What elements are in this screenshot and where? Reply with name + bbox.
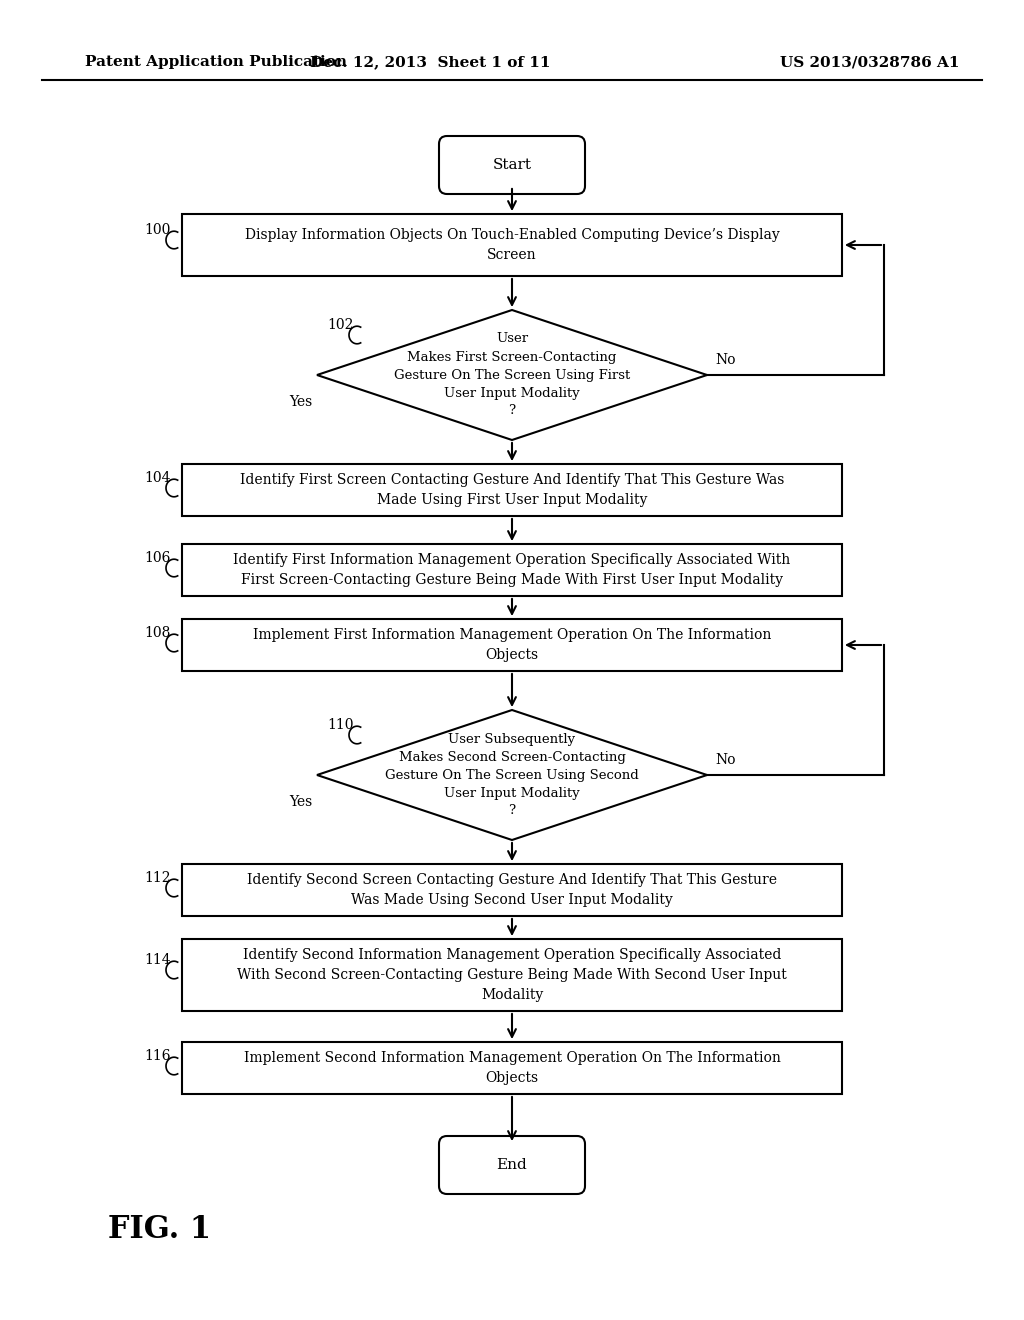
Text: 100: 100 [144, 223, 170, 238]
Text: Implement Second Information Management Operation On The Information
Objects: Implement Second Information Management … [244, 1051, 780, 1085]
Text: No: No [715, 752, 735, 767]
Text: 108: 108 [144, 626, 170, 640]
Text: No: No [715, 352, 735, 367]
Text: Yes: Yes [289, 795, 312, 809]
Text: Yes: Yes [289, 395, 312, 409]
Text: Implement First Information Management Operation On The Information
Objects: Implement First Information Management O… [253, 628, 771, 661]
FancyBboxPatch shape [439, 136, 585, 194]
Text: Identify Second Screen Contacting Gesture And Identify That This Gesture
Was Mad: Identify Second Screen Contacting Gestur… [247, 874, 777, 907]
Text: 116: 116 [144, 1049, 171, 1063]
Text: User Subsequently
Makes Second Screen-Contacting
Gesture On The Screen Using Sec: User Subsequently Makes Second Screen-Co… [385, 733, 639, 817]
Text: 106: 106 [144, 550, 170, 565]
Text: Display Information Objects On Touch-Enabled Computing Device’s Display
Screen: Display Information Objects On Touch-Ena… [245, 228, 779, 261]
Text: 104: 104 [144, 471, 171, 484]
Text: 110: 110 [327, 718, 353, 733]
Bar [182, 619, 842, 671]
Text: FIG. 1: FIG. 1 [109, 1214, 212, 1246]
Polygon shape [317, 310, 707, 440]
Text: User
Makes First Screen-Contacting
Gesture On The Screen Using First
User Input : User Makes First Screen-Contacting Gestu… [394, 333, 630, 417]
Text: US 2013/0328786 A1: US 2013/0328786 A1 [780, 55, 959, 69]
Text: 112: 112 [144, 871, 171, 884]
Bar [182, 214, 842, 276]
Bar [182, 865, 842, 916]
Text: 114: 114 [144, 953, 171, 968]
Text: Identify First Screen Contacting Gesture And Identify That This Gesture Was
Made: Identify First Screen Contacting Gesture… [240, 474, 784, 507]
Bar [182, 1041, 842, 1094]
Text: Identify Second Information Management Operation Specifically Associated
With Se: Identify Second Information Management O… [238, 949, 786, 1002]
Text: Patent Application Publication: Patent Application Publication [85, 55, 347, 69]
Text: Start: Start [493, 158, 531, 172]
Bar [182, 939, 842, 1011]
Text: Dec. 12, 2013  Sheet 1 of 11: Dec. 12, 2013 Sheet 1 of 11 [309, 55, 550, 69]
Text: End: End [497, 1158, 527, 1172]
Bar [182, 465, 842, 516]
Bar [182, 544, 842, 597]
Text: Identify First Information Management Operation Specifically Associated With
Fir: Identify First Information Management Op… [233, 553, 791, 587]
FancyBboxPatch shape [439, 1137, 585, 1195]
Polygon shape [317, 710, 707, 840]
Text: 102: 102 [327, 318, 353, 333]
